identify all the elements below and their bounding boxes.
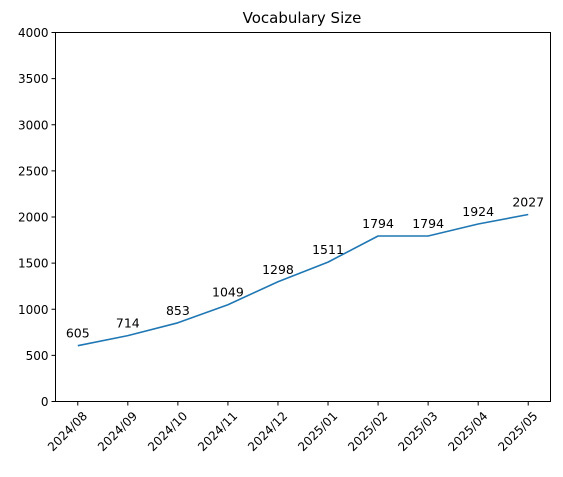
data-label: 1794 (362, 216, 394, 231)
y-tick-label: 1000 (18, 303, 49, 317)
data-label: 714 (116, 316, 140, 331)
series-line (78, 215, 528, 346)
y-tick-label: 4000 (18, 26, 49, 40)
x-tick-label: 2024/12 (245, 409, 290, 454)
y-axis: 0 500 1000 1500 2000 2500 3000 3500 4000 (18, 26, 56, 409)
y-tick-label: 1500 (18, 257, 49, 271)
data-label: 2027 (512, 195, 544, 210)
x-tick-label: 2024/09 (95, 409, 140, 454)
x-tick-label: 2024/11 (195, 409, 240, 454)
y-tick-label: 3000 (18, 118, 49, 132)
y-tick-label: 3500 (18, 72, 49, 86)
x-tick-label: 2024/08 (45, 409, 90, 454)
data-label: 1298 (262, 262, 294, 277)
x-tick-label: 2025/04 (445, 409, 490, 454)
data-label: 605 (66, 326, 90, 341)
x-tick-label: 2025/01 (295, 409, 340, 454)
x-tick-label: 2025/05 (495, 409, 540, 454)
y-tick-label: 2500 (18, 164, 49, 178)
x-tick-label: 2024/10 (145, 409, 190, 454)
x-tick-label: 2025/02 (345, 409, 390, 454)
series-layer (78, 214, 528, 345)
data-label: 1049 (212, 285, 244, 300)
y-tick-label: 0 (41, 395, 49, 409)
data-label: 1924 (462, 204, 494, 219)
x-tick-label: 2025/03 (395, 409, 440, 454)
data-label: 853 (166, 303, 190, 318)
y-tick-label: 2000 (18, 211, 49, 225)
y-tick-label: 500 (26, 349, 49, 363)
data-label: 1511 (312, 242, 344, 257)
chart-title: Vocabulary Size (243, 9, 362, 27)
data-label: 1794 (412, 216, 444, 231)
data-labels: 605 714 853 1049 1298 1511 1794 1794 1924 2027 (66, 195, 544, 341)
